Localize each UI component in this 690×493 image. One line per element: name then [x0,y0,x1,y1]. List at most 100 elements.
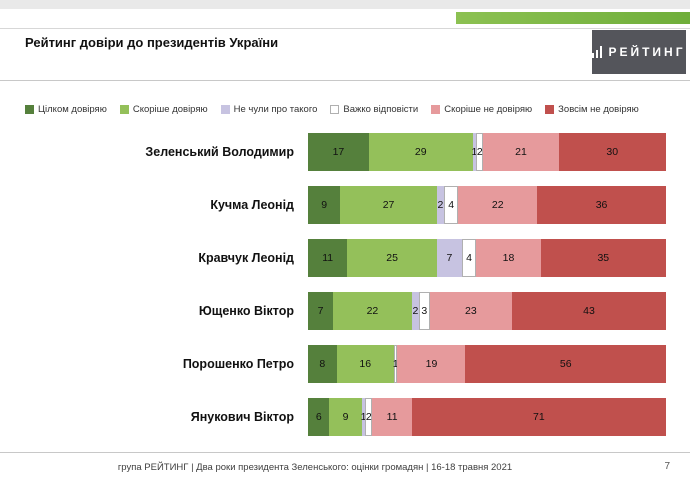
value-label: 23 [465,305,477,317]
footer-source: група РЕЙТИНГ | Два роки президента Зеле… [117,462,513,473]
bar-segment: 25 [347,239,437,277]
chart-row: Зеленський Володимир 17 29 1 2 21 30 [25,133,666,171]
value-label: 3 [421,305,428,317]
bar-segment: 56 [465,345,666,383]
header-divider [0,80,690,81]
bar-segment: 23 [429,292,513,330]
legend-label: Скоріше довіряю [132,104,208,115]
value-label: 27 [382,199,395,211]
footer-divider [0,452,690,453]
value-label: 4 [448,199,455,211]
value-label: 2 [437,199,444,211]
legend: Цілком довіряю Скоріше довіряю Не чули про… [25,104,678,115]
bar-segment: 2 [365,398,373,436]
bar-segment: 1 [471,133,478,171]
page-title: Рейтинг довіри до президентів України [25,35,279,50]
value-label: 18 [502,252,515,264]
value-label: 6 [315,411,322,423]
top-divider [0,28,690,29]
legend-swatch [220,105,230,114]
bar-segment: 27 [340,186,437,224]
value-label: 29 [414,146,427,158]
bar-track: 8 16 1 19 56 [308,345,666,383]
legend-label: Скоріше не довіряю [444,104,533,115]
bar-segment: 1 [392,345,399,383]
bar-segment: 4 [461,239,477,277]
value-label: 2 [365,411,372,423]
legend-swatch [330,105,340,114]
value-label: 1 [360,411,367,423]
bar-track: 7 22 2 3 23 43 [308,292,666,330]
value-label: 21 [515,146,527,158]
legend-label: Цілком довіряю [38,104,107,115]
bar-segment: 7 [308,292,334,330]
value-label: 56 [559,358,572,370]
legend-swatch [545,105,555,114]
chart-row: Кравчук Леонід 11 25 7 4 18 35 [25,239,666,277]
chart-row: Кучма Леонід 9 27 2 4 22 36 [25,186,666,224]
legend-label: Важко відповісти [343,104,419,115]
value-label: 7 [317,305,324,317]
legend-swatch [119,105,129,114]
value-label: 2 [412,305,419,317]
legend-item: Скоріше довіряю [119,104,208,115]
value-label: 4 [466,252,472,264]
value-label: 30 [606,146,619,158]
value-label: 9 [342,411,349,423]
bar-segment: 22 [333,292,412,330]
legend-item: Не чули про такого [220,104,318,115]
bar-track: 9 27 2 4 22 36 [308,186,666,224]
legend-swatch [25,105,34,114]
bar-segment: 9 [329,398,362,436]
category-label: Ющенко Віктор [198,304,294,318]
chart-row: Порошенко Петро 8 16 1 19 56 [25,345,666,383]
bar-segment: 2 [411,292,419,330]
green-accent-bar [456,12,690,24]
value-label: 35 [597,252,610,264]
value-label: 16 [359,358,372,370]
logo-label: РЕЙТИНГ [608,45,686,59]
bar-segment: 21 [483,133,559,171]
bar-segment: 30 [558,133,666,171]
bar-track: 11 25 7 4 18 35 [308,239,666,277]
legend-item: Важко відповісти [330,104,418,115]
category-label: Зеленський Володимир [145,145,294,159]
value-label: 1 [392,358,399,370]
value-label: 43 [583,305,595,317]
bar-track: 17 29 1 2 21 30 [308,133,666,171]
category-label: Кравчук Леонід [198,251,294,265]
value-label: 11 [322,252,334,264]
value-label: 1 [471,146,478,158]
bar-segment: 2 [436,186,445,224]
value-label: 19 [425,358,438,370]
value-label: 36 [595,199,608,211]
legend-item: Скоріше не довіряю [431,104,532,115]
bar-segment: 16 [336,345,394,383]
value-label: 25 [386,252,398,264]
page-number: 7 [664,461,670,472]
bar-segment: 7 [436,239,462,277]
bar-segment: 19 [397,345,466,383]
legend-label: Зовсім не довіряю [558,104,639,115]
legend-label: Не чули про такого [233,104,318,115]
legend-item: Цілком довіряю [25,104,107,115]
bar-segment: 43 [512,292,666,330]
bar-segment: 35 [540,239,666,277]
bar-chart-icon [592,46,603,58]
bar-segment: 11 [372,398,412,436]
value-label: 8 [319,358,326,370]
bar-segment: 6 [308,398,330,436]
bar-segment: 1 [360,398,367,436]
chart-row: Ющенко Віктор 7 22 2 3 23 43 [25,292,666,330]
bar-segment: 18 [476,239,541,277]
value-label: 22 [491,199,504,211]
bar-segment: 2 [476,133,484,171]
category-label: Кучма Леонід [210,198,294,212]
value-label: 7 [446,252,453,264]
bar-track: 6 9 1 2 11 71 [308,398,666,436]
top-edge-strip [0,0,690,9]
value-label: 71 [533,411,545,423]
legend-item: Зовсім не довіряю [545,104,639,115]
rating-group-logo: РЕЙТИНГ [592,30,686,74]
